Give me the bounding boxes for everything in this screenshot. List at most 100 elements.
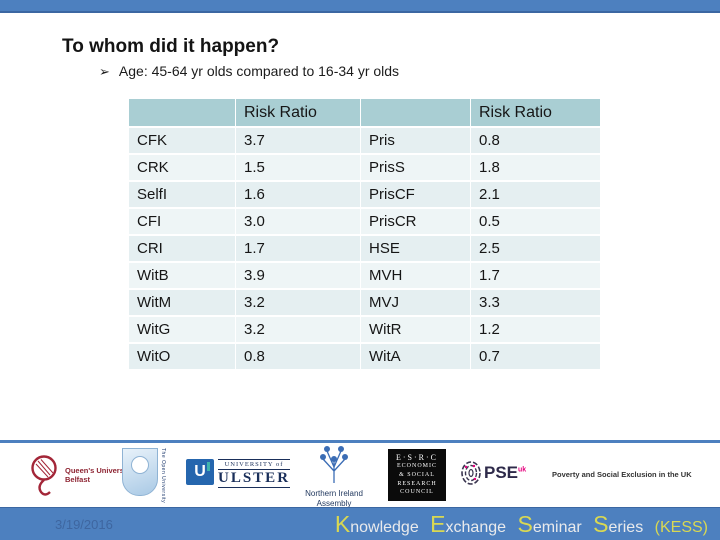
measure-cell: CRI xyxy=(129,236,235,261)
measure-cell: PrisCR xyxy=(361,209,470,234)
qub-line2: Belfast xyxy=(65,475,91,484)
flax-emblem-icon xyxy=(320,446,348,483)
measure-cell: CFI xyxy=(129,209,235,234)
ulster-line1: UNIVERSITY of xyxy=(218,459,291,470)
measure-cell: CRK xyxy=(129,155,235,180)
header-cell-risk-ratio: Risk Ratio xyxy=(236,99,360,126)
value-cell: 0.7 xyxy=(471,344,600,369)
bullet-item: ➢ Age: 45-64 yr olds compared to 16-34 yr… xyxy=(99,63,399,80)
qub-line1: Queen's University xyxy=(65,465,133,475)
ulster-u-letter: U xyxy=(194,463,206,480)
measure-cell: CFK xyxy=(129,128,235,153)
esrc-line: & SOCIAL xyxy=(399,471,435,478)
qub-wordmark: Queen's University Belfast xyxy=(65,466,133,485)
kess-word: Exchange xyxy=(430,511,507,537)
esrc-line: ECONOMIC xyxy=(396,463,437,470)
measure-cell: WitO xyxy=(129,344,235,369)
arrow-bullet-icon: ➢ xyxy=(99,64,110,79)
kess-rest: xchange xyxy=(445,519,507,536)
value-cell: 1.6 xyxy=(236,182,360,207)
ulster-wordmark: UNIVERSITY of ULSTER xyxy=(218,459,291,488)
pse-logo: PSEuk xyxy=(460,460,526,486)
value-cell: 2.5 xyxy=(471,236,600,261)
risk-ratio-table: Risk Ratio Risk Ratio CFK 3.7 Pris 0.8 C… xyxy=(128,97,601,371)
kess-word: Series xyxy=(593,511,644,537)
bottom-bar: 3/19/2016 Knowledge Exchange Seminar Ser… xyxy=(0,507,720,540)
ou-shield-hole xyxy=(131,456,149,474)
measure-cell: SelfI xyxy=(129,182,235,207)
kess-word: Knowledge xyxy=(335,511,419,537)
table-row: SelfI 1.6 PrisCF 2.1 xyxy=(129,182,600,207)
measure-cell: WitM xyxy=(129,290,235,315)
kess-rest: eminar xyxy=(532,519,582,536)
measure-cell: MVJ xyxy=(361,290,470,315)
footer-separator-line xyxy=(0,440,720,443)
ulster-teal-accent xyxy=(207,462,210,471)
qub-crest-icon xyxy=(31,455,57,496)
esrc-line: E·S·R·C xyxy=(396,453,438,463)
nia-wordmark: Northern Ireland Assembly xyxy=(296,489,372,508)
slide-date: 3/19/2016 xyxy=(55,517,113,532)
value-cell: 3.2 xyxy=(236,317,360,342)
kess-initial: S xyxy=(593,511,609,537)
pse-thumbprint-icon xyxy=(461,461,481,485)
ulster-university-logo: U UNIVERSITY of ULSTER xyxy=(186,459,291,488)
ulster-u-icon: U xyxy=(186,459,214,485)
pse-name-text: PSE xyxy=(484,463,519,482)
table-row: CFI 3.0 PrisCR 0.5 xyxy=(129,209,600,234)
value-cell: 1.7 xyxy=(236,236,360,261)
measure-cell: PrisS xyxy=(361,155,470,180)
risk-ratio-table-wrap: Risk Ratio Risk Ratio CFK 3.7 Pris 0.8 C… xyxy=(128,97,601,371)
kess-initial: E xyxy=(430,511,446,537)
esrc-logo: E·S·R·C ECONOMIC & SOCIAL RESEARCH COUNC… xyxy=(388,449,446,501)
logo-band: Queen's University Belfast The Open Univ… xyxy=(0,443,720,508)
table-row: WitB 3.9 MVH 1.7 xyxy=(129,263,600,288)
header-cell-risk-ratio: Risk Ratio xyxy=(471,99,600,126)
open-university-logo: The Open University xyxy=(122,448,166,503)
value-cell: 3.3 xyxy=(471,290,600,315)
value-cell: 2.1 xyxy=(471,182,600,207)
table-row: CRK 1.5 PrisS 1.8 xyxy=(129,155,600,180)
measure-cell: PrisCF xyxy=(361,182,470,207)
value-cell: 1.5 xyxy=(236,155,360,180)
table-row: WitG 3.2 WitR 1.2 xyxy=(129,317,600,342)
value-cell: 1.8 xyxy=(471,155,600,180)
ou-vertical-text: The Open University xyxy=(160,448,166,504)
measure-cell: WitB xyxy=(129,263,235,288)
measure-cell: WitA xyxy=(361,344,470,369)
kess-rest: eries xyxy=(608,519,644,536)
kess-initial: K xyxy=(334,511,351,537)
esrc-line: COUNCIL xyxy=(400,489,434,496)
table-row: WitO 0.8 WitA 0.7 xyxy=(129,344,600,369)
value-cell: 1.7 xyxy=(471,263,600,288)
value-cell: 3.0 xyxy=(236,209,360,234)
kess-suffix: (KESS) xyxy=(654,519,708,536)
nia-line1: Northern Ireland xyxy=(305,489,363,498)
value-cell: 0.8 xyxy=(471,128,600,153)
ulster-line2: ULSTER xyxy=(218,470,291,488)
kess-initial: S xyxy=(517,511,533,537)
measure-cell: WitG xyxy=(129,317,235,342)
table-row: CFK 3.7 Pris 0.8 xyxy=(129,128,600,153)
table-row: WitM 3.2 MVJ 3.3 xyxy=(129,290,600,315)
pse-wordmark: PSEuk xyxy=(484,463,526,483)
value-cell: 3.2 xyxy=(236,290,360,315)
ni-assembly-logo: Northern Ireland Assembly xyxy=(296,443,372,508)
kess-wordmark: Knowledge Exchange Seminar Series (KESS) xyxy=(335,511,708,538)
table-header-row: Risk Ratio Risk Ratio xyxy=(129,99,600,126)
esrc-line: RESEARCH xyxy=(397,480,437,487)
pse-uk-superscript: uk xyxy=(518,466,527,474)
nia-line2: Assembly xyxy=(316,498,352,508)
bullet-text: Age: 45-64 yr olds compared to 16-34 yr … xyxy=(118,63,400,79)
kess-rest: nowledge xyxy=(350,519,419,536)
queens-university-logo: Queen's University Belfast xyxy=(28,453,133,497)
ou-shield-icon xyxy=(122,448,158,496)
value-cell: 1.2 xyxy=(471,317,600,342)
header-cell-blank xyxy=(361,99,470,126)
value-cell: 3.7 xyxy=(236,128,360,153)
measure-cell: WitR xyxy=(361,317,470,342)
top-accent-bar xyxy=(0,0,720,13)
measure-cell: MVH xyxy=(361,263,470,288)
measure-cell: HSE xyxy=(361,236,470,261)
